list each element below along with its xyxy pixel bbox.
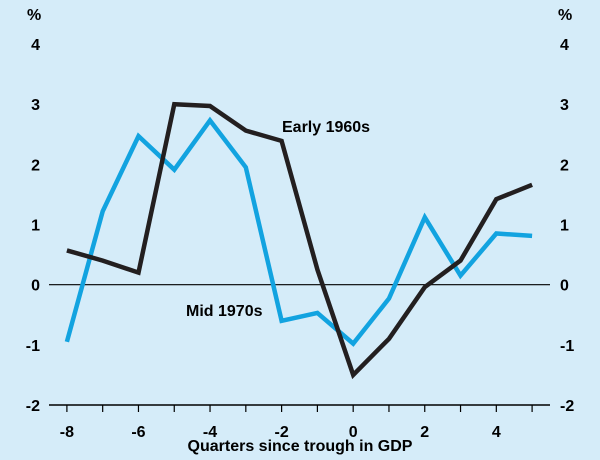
y-tick-label-left: 1 xyxy=(31,218,40,235)
x-axis-ticks xyxy=(66,405,533,412)
x-tick-label: -8 xyxy=(60,424,74,441)
x-axis-tick-labels: -8 -6 -4 -2 0 2 4 xyxy=(60,424,501,441)
x-tick-label: -2 xyxy=(274,424,288,441)
x-tick-label: 0 xyxy=(349,424,358,441)
y-axis-right-labels: 4 3 2 1 0 -1 -2 xyxy=(560,37,574,415)
series-line-early-1960s xyxy=(66,101,533,380)
x-tick-label: -6 xyxy=(131,424,145,441)
annotation-mid-1970s: Mid 1970s xyxy=(186,303,263,320)
y-tick-label-right: 3 xyxy=(560,97,569,114)
y-unit-right: % xyxy=(558,7,572,24)
x-tick-label: 2 xyxy=(420,424,429,441)
y-tick-label-right: 0 xyxy=(560,278,569,295)
x-tick-label: 4 xyxy=(492,424,501,441)
y-tick-label-left: 0 xyxy=(31,278,40,295)
y-unit-left: % xyxy=(27,7,41,24)
y-tick-label-right: -2 xyxy=(560,398,574,415)
y-tick-label-left: -2 xyxy=(26,398,40,415)
y-tick-label-left: -1 xyxy=(26,338,40,355)
y-tick-label-right: -1 xyxy=(560,338,574,355)
y-tick-label-left: 3 xyxy=(31,97,40,114)
y-tick-label-left: 4 xyxy=(31,37,40,54)
annotation-early-1960s: Early 1960s xyxy=(282,119,370,136)
x-tick-label: -4 xyxy=(203,424,217,441)
y-tick-label-left: 2 xyxy=(31,157,40,174)
y-axis-left-labels: 4 3 2 1 0 -1 -2 xyxy=(26,37,40,415)
y-tick-label-right: 4 xyxy=(560,37,569,54)
plot-area xyxy=(49,44,550,411)
y-tick-label-right: 1 xyxy=(560,218,569,235)
y-tick-label-right: 2 xyxy=(560,157,569,174)
x-axis-label: Quarters since trough in GDP xyxy=(188,438,413,455)
series-lines xyxy=(64,101,533,380)
